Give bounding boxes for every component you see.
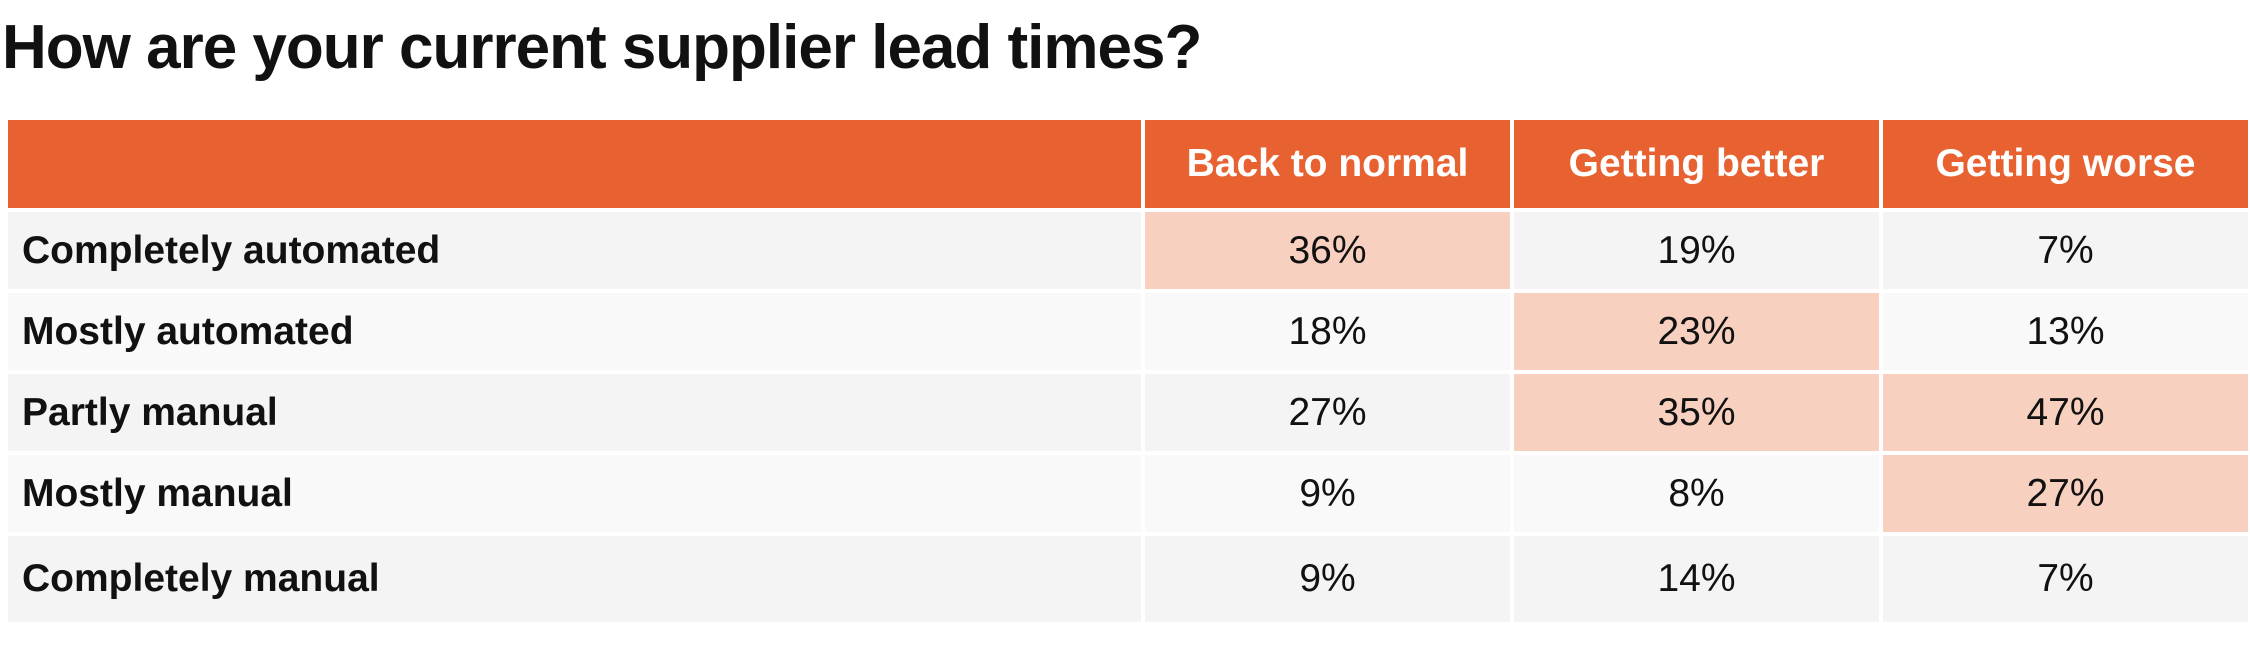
table-row: Mostly automated 18% 23% 13% bbox=[4, 289, 2250, 374]
value-cell: 7% bbox=[1879, 208, 2250, 293]
value-cell: 18% bbox=[1141, 289, 1514, 374]
table-body: Completely automated 36% 19% 7% Mostly autom… bbox=[4, 208, 2250, 626]
column-header: Back to normal bbox=[1141, 116, 1514, 212]
table-row: Completely automated 36% 19% 7% bbox=[4, 208, 2250, 293]
row-label: Completely manual bbox=[4, 532, 1145, 626]
table-row: Partly manual 27% 35% 47% bbox=[4, 370, 2250, 455]
column-header: Getting worse bbox=[1879, 116, 2250, 212]
header-corner-cell bbox=[4, 116, 1145, 212]
table-row: Mostly manual 9% 8% 27% bbox=[4, 451, 2250, 536]
value-cell: 19% bbox=[1510, 208, 1883, 293]
value-cell: 8% bbox=[1510, 451, 1883, 536]
lead-times-table-container: Back to normal Getting better Getting wo… bbox=[4, 116, 2250, 626]
row-label: Mostly manual bbox=[4, 451, 1145, 536]
value-cell: 47% bbox=[1879, 370, 2250, 455]
value-cell: 35% bbox=[1510, 370, 1883, 455]
row-label: Completely automated bbox=[4, 208, 1145, 293]
lead-times-table: Back to normal Getting better Getting wo… bbox=[4, 116, 2250, 626]
value-cell: 9% bbox=[1141, 532, 1514, 626]
value-cell: 13% bbox=[1879, 289, 2250, 374]
value-cell: 23% bbox=[1510, 289, 1883, 374]
chart-title: How are your current supplier lead times… bbox=[2, 13, 1202, 82]
column-header: Getting better bbox=[1510, 116, 1883, 212]
value-cell: 27% bbox=[1141, 370, 1514, 455]
value-cell: 27% bbox=[1879, 451, 2250, 536]
row-label: Partly manual bbox=[4, 370, 1145, 455]
value-cell: 7% bbox=[1879, 532, 2250, 626]
header-row: Back to normal Getting better Getting wo… bbox=[4, 116, 2250, 212]
value-cell: 9% bbox=[1141, 451, 1514, 536]
value-cell: 14% bbox=[1510, 532, 1883, 626]
table-row: Completely manual 9% 14% 7% bbox=[4, 532, 2250, 626]
value-cell: 36% bbox=[1141, 208, 1514, 293]
row-label: Mostly automated bbox=[4, 289, 1145, 374]
